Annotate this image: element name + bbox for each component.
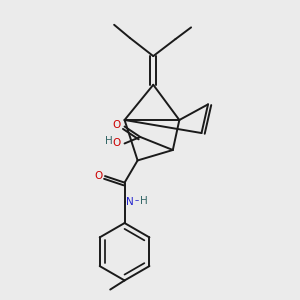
Text: O: O xyxy=(112,120,121,130)
Text: O: O xyxy=(94,171,102,181)
Text: N: N xyxy=(126,197,134,207)
Text: H: H xyxy=(105,136,113,146)
Text: O: O xyxy=(112,139,121,148)
Text: H: H xyxy=(140,196,148,206)
Text: –: – xyxy=(135,196,139,206)
